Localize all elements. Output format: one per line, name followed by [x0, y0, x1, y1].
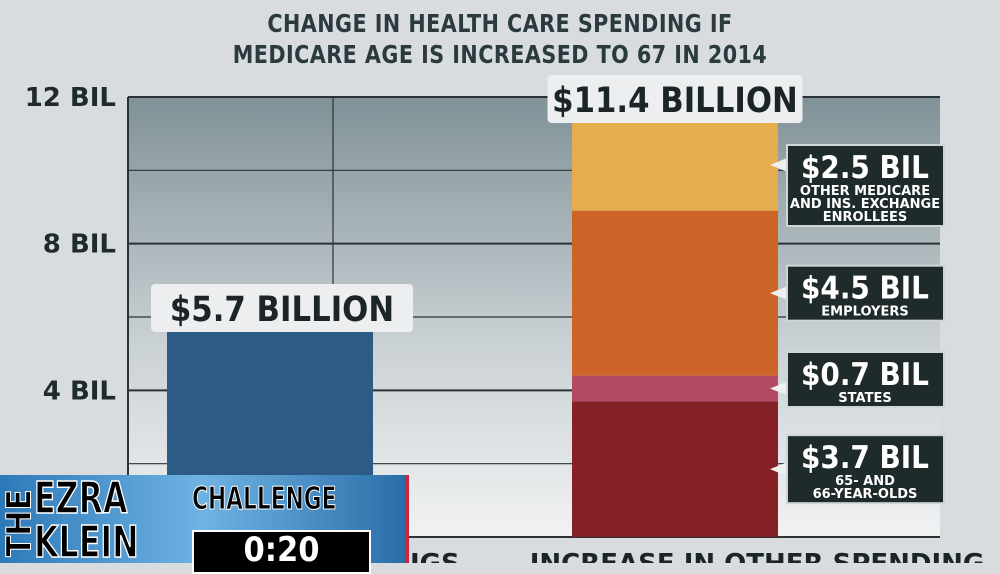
- y-tick-label: 4 BIL: [43, 376, 116, 406]
- bar-segment: [572, 119, 778, 211]
- countdown-timer: 0:20: [192, 530, 371, 574]
- callout-pointer: [770, 461, 790, 478]
- y-tick-label: 8 BIL: [43, 230, 116, 260]
- total-value-label: $5.7 BILLION: [170, 288, 394, 329]
- total-label-box: [151, 284, 413, 332]
- segment-description: 65- AND: [835, 474, 895, 489]
- segment-value-label: $0.7 BIL: [801, 357, 929, 393]
- segment-callout: [786, 434, 945, 505]
- segment-description: STATES: [838, 391, 891, 406]
- bar-segment: [572, 210, 778, 376]
- segment-description: ENROLLEES: [823, 210, 908, 225]
- bar-segment: [572, 401, 778, 537]
- segment-description: EMPLOYERS: [821, 305, 908, 320]
- chart-title: CHANGE IN HEALTH CARE SPENDING IF MEDICA…: [232, 9, 768, 69]
- bar-segment: [572, 375, 778, 402]
- banner-challenge: CHALLENGE: [192, 481, 337, 518]
- x-category-label: IGS: [410, 549, 460, 563]
- callout-pointer: [770, 156, 790, 173]
- x-category-label: INCREASE IN OTHER SPENDING: [530, 549, 985, 563]
- ezra-klein-challenge-banner: THE EZRA KLEIN CHALLENGE 0:20: [0, 473, 409, 574]
- segment-callout: [786, 144, 945, 227]
- y-tick-label: 12 BIL: [25, 83, 116, 113]
- segment-description: OTHER MEDICARE: [800, 184, 930, 199]
- total-label-box: [547, 75, 803, 123]
- segment-value-label: $4.5 BIL: [801, 270, 929, 306]
- segment-description: AND INS. EXCHANGE: [790, 197, 940, 212]
- segment-value-label: $2.5 BIL: [801, 150, 929, 186]
- segment-value-label: $3.7 BIL: [801, 440, 929, 476]
- total-value-label: $11.4 BILLION: [552, 79, 798, 120]
- banner-name: EZRA KLEIN: [33, 473, 139, 568]
- callout-pointer: [770, 285, 790, 302]
- segment-callout: [786, 264, 945, 322]
- segment-callout: [786, 351, 945, 408]
- callout-pointer: [770, 380, 790, 397]
- segment-description: 66-YEAR-OLDS: [813, 487, 918, 502]
